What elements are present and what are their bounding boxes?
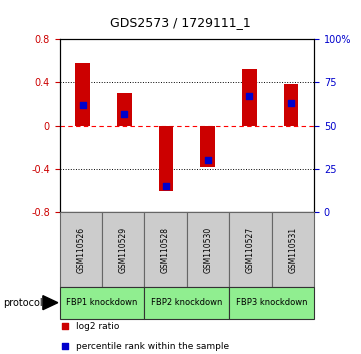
Bar <box>229 212 271 287</box>
Text: log2 ratio: log2 ratio <box>76 322 119 331</box>
Bar <box>200 126 215 167</box>
Text: GDS2573 / 1729111_1: GDS2573 / 1729111_1 <box>110 16 251 29</box>
Bar <box>271 212 314 287</box>
Point <box>163 184 169 189</box>
Bar <box>229 287 314 319</box>
Text: GSM110531: GSM110531 <box>288 227 297 273</box>
Bar <box>284 85 299 126</box>
Point <box>62 324 68 329</box>
Text: GSM110526: GSM110526 <box>76 227 85 273</box>
Bar <box>102 212 144 287</box>
Bar <box>75 63 90 126</box>
Polygon shape <box>43 296 58 310</box>
Text: percentile rank within the sample: percentile rank within the sample <box>76 342 229 351</box>
Bar <box>187 212 229 287</box>
Point <box>121 111 127 116</box>
Text: GSM110527: GSM110527 <box>246 227 255 273</box>
Point <box>62 343 68 349</box>
Bar <box>117 93 131 126</box>
Point <box>247 93 252 99</box>
Text: FBP1 knockdown: FBP1 knockdown <box>66 298 138 307</box>
Bar <box>242 69 257 126</box>
Text: GSM110528: GSM110528 <box>161 227 170 273</box>
Text: GSM110530: GSM110530 <box>204 227 213 273</box>
Text: GSM110529: GSM110529 <box>119 227 128 273</box>
Bar <box>144 212 187 287</box>
Bar <box>144 287 229 319</box>
Point <box>205 158 210 163</box>
Point <box>80 102 86 108</box>
Text: FBP2 knockdown: FBP2 knockdown <box>151 298 222 307</box>
Bar <box>60 212 102 287</box>
Point <box>288 100 294 106</box>
Bar <box>60 287 144 319</box>
Text: FBP3 knockdown: FBP3 knockdown <box>236 298 308 307</box>
Bar <box>158 126 173 191</box>
Text: protocol: protocol <box>4 298 43 308</box>
